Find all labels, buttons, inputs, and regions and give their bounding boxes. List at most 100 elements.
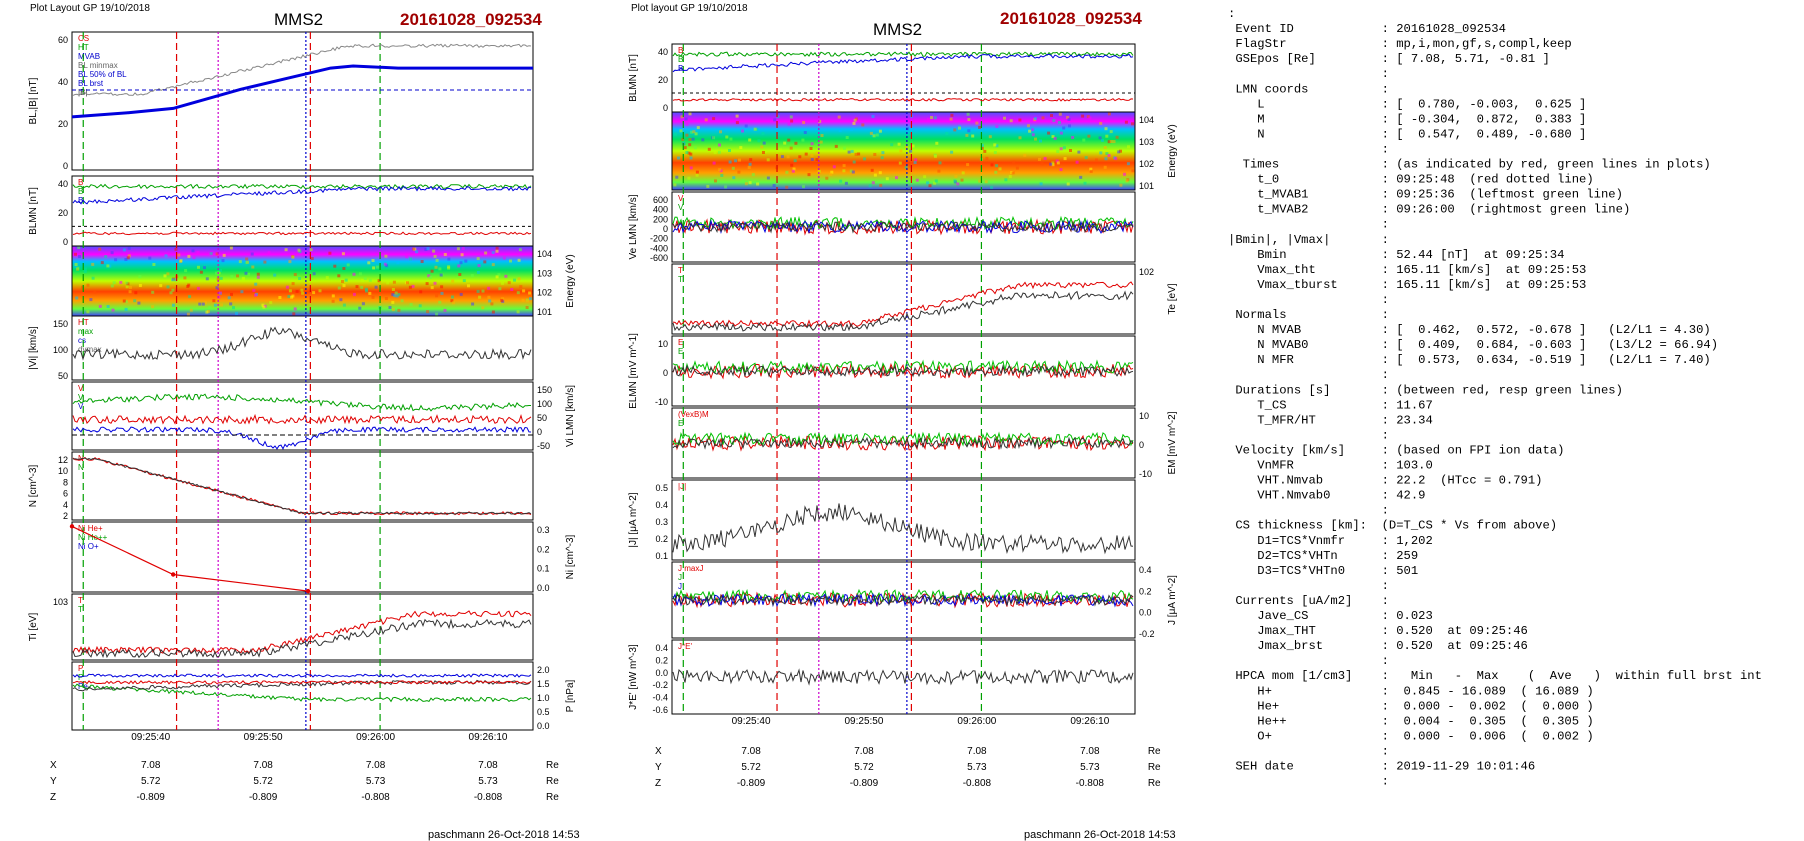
time-tick-label: 09:26:10 <box>1070 716 1109 727</box>
spectrogram-pixel <box>462 279 466 283</box>
spectrogram-pixel <box>138 284 142 287</box>
spectrogram-pixel <box>491 310 495 314</box>
spectrogram-pixel <box>196 250 200 254</box>
panel-frame <box>71 593 534 661</box>
spectrogram-pixel <box>802 121 806 124</box>
time-tick-label: 09:25:50 <box>845 716 884 727</box>
spectrogram-pixel <box>187 283 191 287</box>
y-tick-label: 0.0 <box>655 668 668 678</box>
info-line: M : [ -0.304, 0.872, 0.383 ] <box>1228 112 1586 126</box>
info-line: : <box>1228 67 1389 81</box>
spectrogram-pixel <box>91 276 95 280</box>
spectrogram-pixel <box>1055 159 1059 163</box>
spectrogram-pixel <box>785 185 789 189</box>
info-line: N : [ 0.547, 0.489, -0.680 ] <box>1228 127 1586 141</box>
spectrogram-pixel <box>688 138 692 141</box>
right-footer: paschmann 26-Oct-2018 14:53 <box>1024 829 1176 841</box>
left-spacecraft-label: MMS2 <box>274 10 323 29</box>
panel-frame <box>71 31 534 171</box>
spectrogram-pixel <box>689 152 693 156</box>
spectrogram-pixel <box>707 147 711 151</box>
spectrogram-pixel <box>1124 120 1128 124</box>
spectrogram-pixel <box>124 258 128 261</box>
spectrogram-pixel <box>1127 145 1130 149</box>
y-axis-label: Te [eV] <box>1167 283 1178 314</box>
legend-entry: T <box>678 266 683 275</box>
spectrogram-pixel <box>685 122 689 126</box>
spectrogram-pixel <box>310 257 314 260</box>
spectrogram-pixel <box>318 289 322 293</box>
spectrogram-pixel <box>391 293 395 297</box>
spectrogram-pixel <box>868 184 872 188</box>
spectrogram-pixel <box>98 247 102 251</box>
spectrogram-pixel <box>994 170 998 174</box>
spectrogram-pixel <box>376 265 379 269</box>
legend-entry: V <box>678 194 684 203</box>
left-event-label: 20161028_092534 <box>400 10 542 29</box>
t-par-trace <box>672 281 1134 328</box>
position-unit: Re <box>546 760 559 771</box>
spectrogram-pixel <box>933 181 937 185</box>
spectrogram-pixel <box>843 146 846 150</box>
spectrogram-pixel <box>793 159 797 163</box>
spectrogram-pixel <box>337 286 341 290</box>
spectrogram-pixel <box>998 167 1002 171</box>
spectrogram-pixel <box>1041 116 1045 120</box>
red-noise-trace <box>672 591 1134 609</box>
y-tick-label: 0.4 <box>1139 565 1152 575</box>
spectrogram-pixel <box>995 144 999 148</box>
spectrogram-pixel <box>75 296 79 300</box>
spectrogram-pixel <box>361 302 365 306</box>
spectrogram-pixel <box>172 303 175 307</box>
spectrogram-pixel <box>331 294 335 298</box>
right-layout-label: Plot layout GP 19/10/2018 <box>631 3 748 14</box>
y-tick-label: 20 <box>58 208 68 218</box>
spectrogram-pixel <box>218 291 222 295</box>
spectrogram-pixel <box>1087 134 1091 138</box>
y-tick-label: 100 <box>537 399 552 409</box>
spectrogram-pixel <box>86 283 90 287</box>
spectrogram-pixel <box>169 291 173 295</box>
y-axis-label: Ni [cm^-3] <box>565 534 576 579</box>
spectrogram-pixel <box>174 247 178 251</box>
spectrogram-pixel <box>820 134 824 137</box>
legend-entry: MVAB <box>78 52 100 61</box>
y-axis-label: J [μA m^-2] <box>1167 575 1178 625</box>
spectrogram-pixel <box>205 277 209 281</box>
spectrogram-pixel <box>498 287 502 291</box>
spectrogram-pixel <box>364 287 368 291</box>
spectrogram-pixel <box>174 278 178 282</box>
panel-frame <box>71 381 534 451</box>
y-axis-label: J*E' [nW m^-3] <box>628 644 639 710</box>
info-line: : <box>1228 579 1389 593</box>
spectrogram-pixel <box>447 257 451 261</box>
info-line: GSEpos [Re] : [ 7.08, 5.71, -0.81 ] <box>1228 52 1550 66</box>
spectrogram-pixel <box>171 288 175 292</box>
spectrogram-pixel <box>252 288 256 292</box>
time-tick-label: 09:25:50 <box>244 732 283 743</box>
spectrogram-pixel <box>810 158 814 161</box>
spectrogram-pixel <box>904 145 908 149</box>
spectrogram-pixel <box>358 272 362 276</box>
y-tick-label: 0.0 <box>537 721 550 731</box>
spectrogram-pixel <box>1031 128 1035 132</box>
spectrogram-pixel <box>301 291 305 295</box>
spectrogram-pixel <box>673 183 677 187</box>
spectrogram-pixel <box>960 178 964 182</box>
spectrogram-pixel <box>509 259 512 263</box>
y-tick-label: 1.0 <box>537 693 550 703</box>
spectrogram-pixel <box>845 136 849 139</box>
spectrogram-pixel <box>885 177 889 181</box>
v-l-trace <box>72 393 531 412</box>
spectrogram-pixel <box>433 281 437 285</box>
spectrogram-pixel <box>739 146 743 150</box>
spectrogram-pixel <box>1051 163 1055 167</box>
spectrogram-pixel <box>517 277 521 281</box>
spectrogram-pixel <box>151 290 155 294</box>
spectrogram-pixel <box>701 138 705 142</box>
y-tick-label: 0.0 <box>537 583 550 593</box>
legend-entry: cs <box>78 336 86 345</box>
spectrogram-pixel <box>748 162 752 166</box>
spectrogram-pixel <box>367 261 371 265</box>
